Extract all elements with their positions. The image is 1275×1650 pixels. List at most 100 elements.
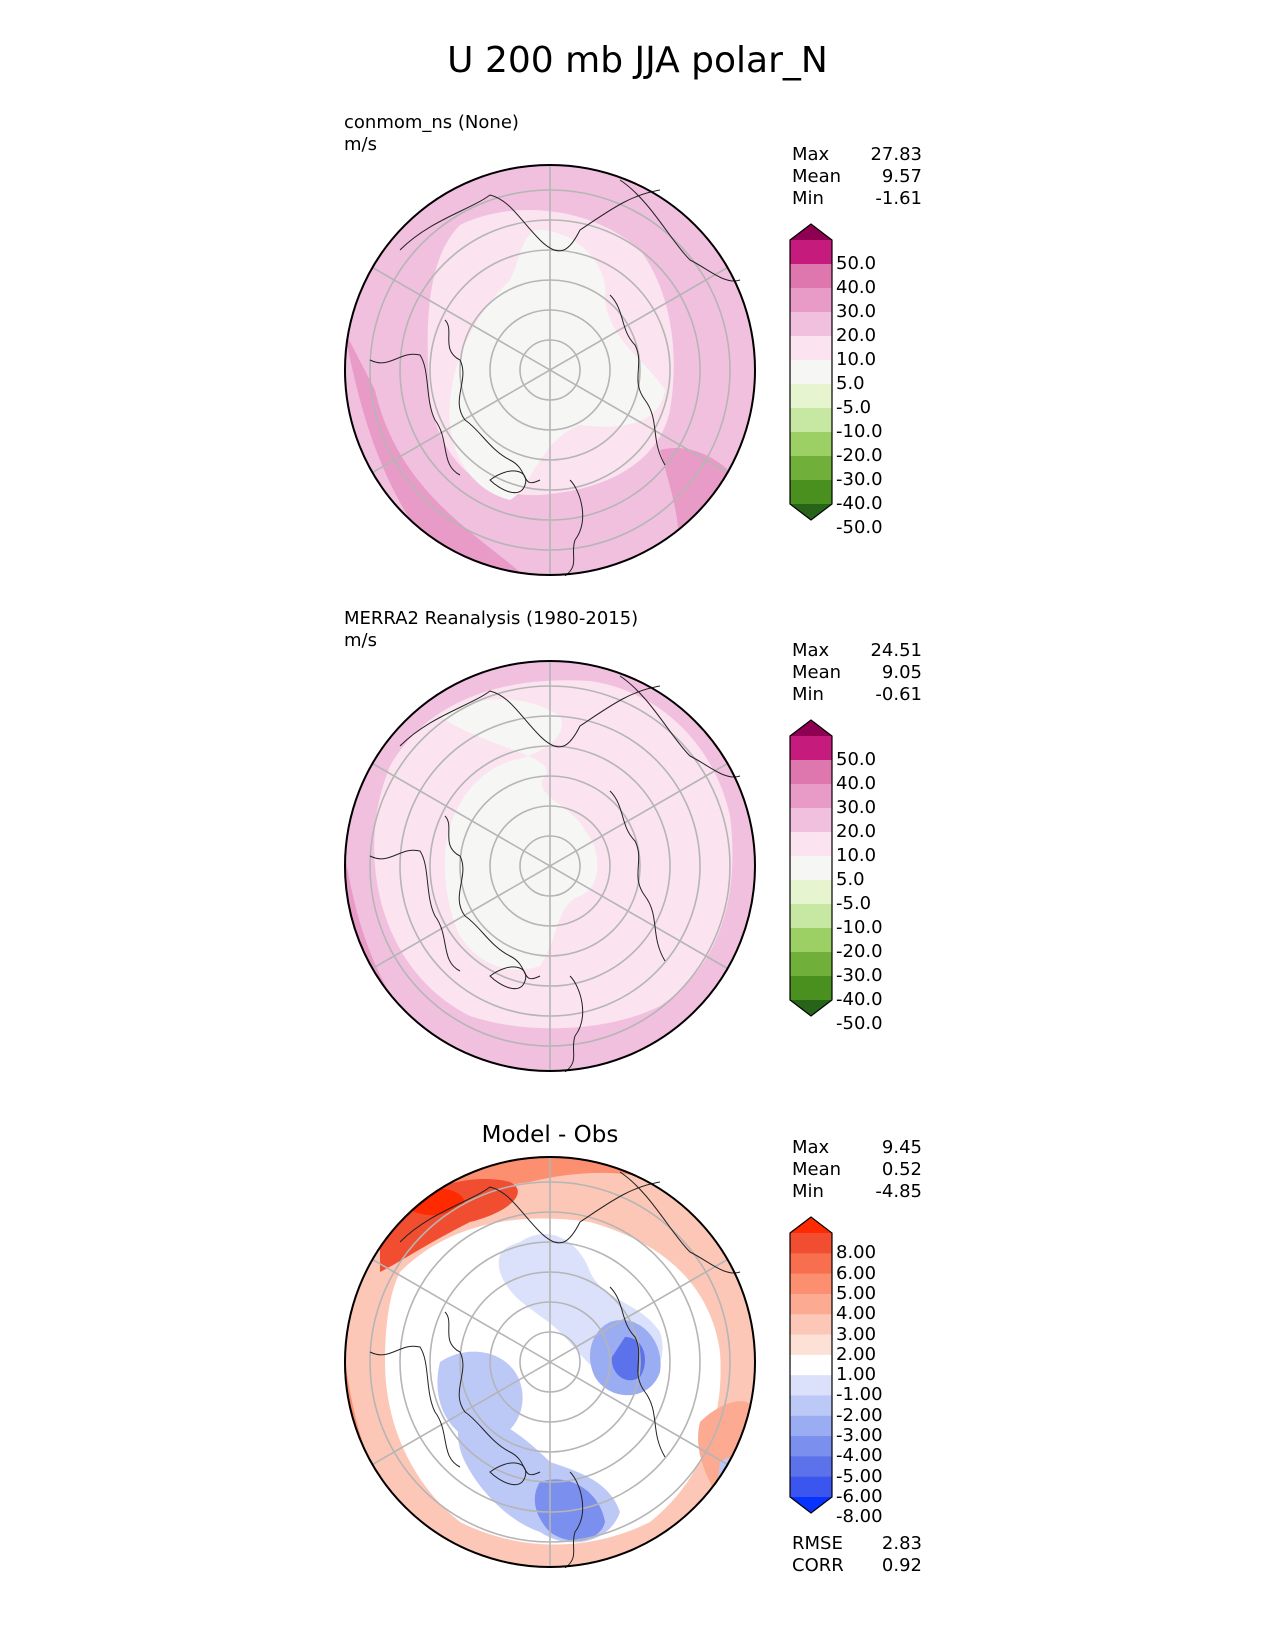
colorbar-tick-label: 8.00 [836, 1242, 877, 1264]
colorbar-swatch [790, 1415, 832, 1437]
colorbar-outline [789, 223, 833, 521]
colorbar-tick-label: -30.0 [836, 965, 883, 986]
colorbar-tick-label: 40.0 [836, 773, 877, 794]
stat-max: Max 9.45 [792, 1137, 922, 1158]
colorbar-tick-label: 30.0 [836, 301, 877, 322]
colorbar-tick-label: -2.00 [836, 1404, 883, 1426]
colorbar-extend-bottom [790, 1497, 832, 1513]
colorbar-tick-label: 3.00 [836, 1323, 877, 1345]
panel-3-colorbar [789, 1216, 833, 1514]
panel-3-metrics: RMSE 2.83 CORR 0.92 [792, 1533, 922, 1577]
colorbar-tick-label: -6.00 [836, 1486, 883, 1507]
colorbar-tick-label: -4.00 [836, 1445, 883, 1467]
colorbar-tick-label: -3.00 [836, 1425, 883, 1447]
colorbar-tick-label: -20.0 [836, 941, 883, 962]
colorbar-swatch [790, 856, 832, 881]
colorbar-swatch [790, 1456, 832, 1478]
colorbar-swatch [790, 1395, 832, 1417]
colorbar-swatch [790, 1476, 832, 1498]
colorbar-tick-label: 40.0 [836, 277, 877, 298]
colorbar-tick-label: -40.0 [836, 989, 883, 1010]
colorbar-swatch [790, 808, 832, 833]
colorbar-tick-label: -5.0 [836, 893, 872, 914]
colorbar-swatch [790, 1314, 832, 1336]
colorbar-extend-top [790, 1217, 832, 1233]
colorbar-tick-label: -20.0 [836, 445, 883, 466]
stat-min: Min -4.85 [792, 1181, 922, 1202]
colorbar-swatch [790, 784, 832, 809]
stat-max: Max 24.51 [792, 640, 922, 661]
colorbar-extend-bottom [790, 1000, 832, 1016]
figure-title: U 200 mb JJA polar_N [447, 40, 828, 81]
colorbar-swatch [790, 480, 832, 505]
colorbar-swatch [790, 928, 832, 953]
colorbar-swatch [790, 1375, 832, 1396]
panel-1-stats: Max 27.83 Mean 9.57 Min -1.61 [792, 144, 922, 210]
panel-1-polar-map [344, 164, 756, 576]
colorbar-tick-label: 4.00 [836, 1303, 877, 1325]
panel-2-colorbar [789, 719, 833, 1017]
colorbar-swatch [790, 456, 832, 481]
panel-1-colorbar [789, 223, 833, 521]
stat-min: Min -0.61 [792, 684, 922, 705]
colorbar-extend-top [790, 720, 832, 736]
colorbar-tick-label: -40.0 [836, 493, 883, 514]
stat-max: Max 27.83 [792, 144, 922, 165]
panel-3-stats: Max 9.45 Mean 0.52 Min -4.85 [792, 1137, 922, 1203]
stat-mean: Mean 9.57 [792, 166, 922, 187]
colorbar-swatch [790, 952, 832, 977]
colorbar-tick-label: 5.00 [836, 1282, 877, 1304]
colorbar-tick-label: -5.0 [836, 397, 872, 418]
colorbar-tick-label: 20.0 [836, 325, 877, 346]
colorbar-swatch [790, 408, 832, 433]
stat-mean: Mean 0.52 [792, 1159, 922, 1180]
colorbar-tick-label: 6.00 [836, 1262, 877, 1284]
panel-2-header: MERRA2 Reanalysis (1980-2015) m/s [344, 608, 638, 652]
colorbar-tick-label: 5.0 [836, 869, 865, 890]
colorbar-tick-label: 20.0 [836, 821, 877, 842]
colorbar-swatch [790, 1354, 832, 1376]
colorbar-extend-top [790, 224, 832, 240]
colorbar-swatch [790, 1293, 832, 1315]
colorbar-tick-label: -1.00 [836, 1384, 883, 1406]
colorbar-tick-label: -5.00 [836, 1465, 883, 1487]
panel-2-stats: Max 24.51 Mean 9.05 Min -0.61 [792, 640, 922, 706]
colorbar-tick-label: 5.0 [836, 373, 865, 394]
colorbar-swatch [790, 360, 832, 385]
colorbar-swatch [790, 832, 832, 857]
colorbar-swatch [790, 880, 832, 905]
stat-min: Min -1.61 [792, 188, 922, 209]
colorbar-swatch [790, 976, 832, 1001]
colorbar-tick-label: 10.0 [836, 845, 877, 866]
colorbar-tick-label: -10.0 [836, 421, 883, 442]
panel-2-polar-map [344, 660, 756, 1072]
colorbar-swatch [790, 312, 832, 337]
colorbar-swatch [790, 1436, 832, 1457]
panel-1-label: conmom_ns (None) [344, 112, 519, 133]
colorbar-swatch [790, 384, 832, 409]
colorbar-extend-bottom [790, 504, 832, 520]
colorbar-tick-label: -8.00 [836, 1506, 883, 1528]
colorbar-tick-label: -50.0 [836, 1013, 883, 1034]
panel-2-label: MERRA2 Reanalysis (1980-2015) [344, 608, 639, 629]
colorbar-tick-label: 50.0 [836, 749, 877, 770]
colorbar-swatch [790, 264, 832, 289]
colorbar-swatch [790, 760, 832, 785]
colorbar-swatch [790, 288, 832, 313]
colorbar-swatch [790, 736, 832, 761]
colorbar-swatch [790, 240, 832, 265]
panel-2-units: m/s [344, 630, 377, 651]
colorbar-tick-label: -50.0 [836, 517, 883, 538]
colorbar-swatch [790, 1334, 832, 1356]
colorbar-tick-label: 30.0 [836, 797, 877, 818]
metric-corr: CORR 0.92 [792, 1555, 922, 1576]
colorbar-outline [789, 719, 833, 1017]
panel-3-polar-map [344, 1156, 756, 1568]
colorbar-tick-label: 1.00 [836, 1364, 877, 1386]
colorbar-swatch [790, 1233, 832, 1254]
colorbar-swatch [790, 904, 832, 929]
panel-3-title: Model - Obs [481, 1122, 619, 1148]
colorbar-tick-label: -30.0 [836, 469, 883, 490]
colorbar-tick-label: 10.0 [836, 349, 877, 370]
panel-1-units: m/s [344, 134, 377, 155]
